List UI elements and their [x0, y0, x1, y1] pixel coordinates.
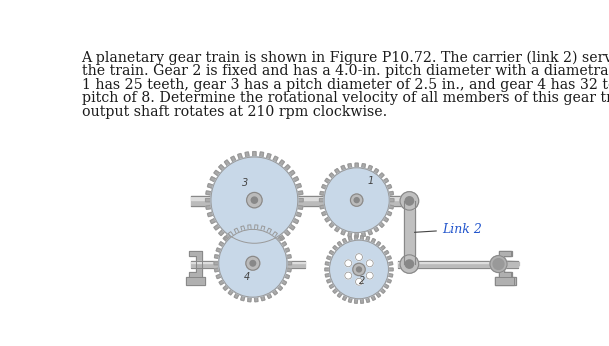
Circle shape — [493, 259, 504, 270]
Text: 4: 4 — [244, 272, 250, 282]
Polygon shape — [404, 210, 415, 255]
Text: pitch of 8. Determine the rotational velocity of all members of this gear train : pitch of 8. Determine the rotational vel… — [82, 91, 609, 105]
Circle shape — [405, 197, 414, 205]
Polygon shape — [495, 277, 514, 285]
Circle shape — [250, 261, 256, 266]
Bar — [191, 196, 409, 206]
Polygon shape — [189, 251, 202, 277]
Text: the train. Gear 2 is fixed and has a 4.0-in. pitch diameter with a diametral pit: the train. Gear 2 is fixed and has a 4.0… — [82, 64, 609, 78]
Circle shape — [247, 192, 262, 208]
Circle shape — [219, 229, 287, 297]
Text: 3: 3 — [242, 178, 248, 188]
Circle shape — [353, 263, 365, 276]
Text: output shaft rotates at 210 rpm clockwise.: output shaft rotates at 210 rpm clockwis… — [82, 104, 387, 119]
Bar — [398, 261, 518, 263]
Circle shape — [354, 198, 359, 203]
Circle shape — [356, 267, 362, 272]
Bar — [398, 261, 518, 267]
Text: 1 has 25 teeth, gear 3 has a pitch diameter of 2.5 in., and gear 4 has 32 teeth : 1 has 25 teeth, gear 3 has a pitch diame… — [82, 78, 609, 92]
Polygon shape — [506, 261, 519, 267]
Polygon shape — [495, 277, 516, 285]
Polygon shape — [206, 152, 303, 249]
Circle shape — [246, 256, 260, 270]
Polygon shape — [499, 251, 512, 277]
Circle shape — [400, 192, 418, 210]
Circle shape — [345, 272, 352, 279]
Circle shape — [366, 272, 373, 279]
Text: Link 2: Link 2 — [415, 223, 482, 236]
Bar — [191, 261, 304, 267]
Polygon shape — [325, 236, 393, 303]
Circle shape — [345, 260, 352, 267]
Circle shape — [329, 240, 389, 299]
Polygon shape — [186, 277, 205, 285]
Circle shape — [400, 255, 418, 273]
Circle shape — [252, 197, 258, 203]
Circle shape — [356, 278, 362, 285]
Circle shape — [350, 194, 363, 206]
Bar — [191, 196, 409, 200]
Circle shape — [211, 157, 298, 243]
Text: 1: 1 — [367, 176, 374, 186]
Text: 2: 2 — [359, 276, 365, 286]
Circle shape — [490, 256, 507, 273]
Text: A planetary gear train is shown in Figure P10.72. The carrier (link 2) serves as: A planetary gear train is shown in Figur… — [82, 51, 609, 65]
Circle shape — [366, 260, 373, 267]
Circle shape — [356, 254, 362, 261]
Circle shape — [324, 168, 389, 233]
Bar — [191, 261, 304, 263]
Polygon shape — [499, 251, 511, 277]
Polygon shape — [320, 163, 394, 237]
Polygon shape — [214, 225, 292, 302]
Circle shape — [405, 260, 414, 268]
